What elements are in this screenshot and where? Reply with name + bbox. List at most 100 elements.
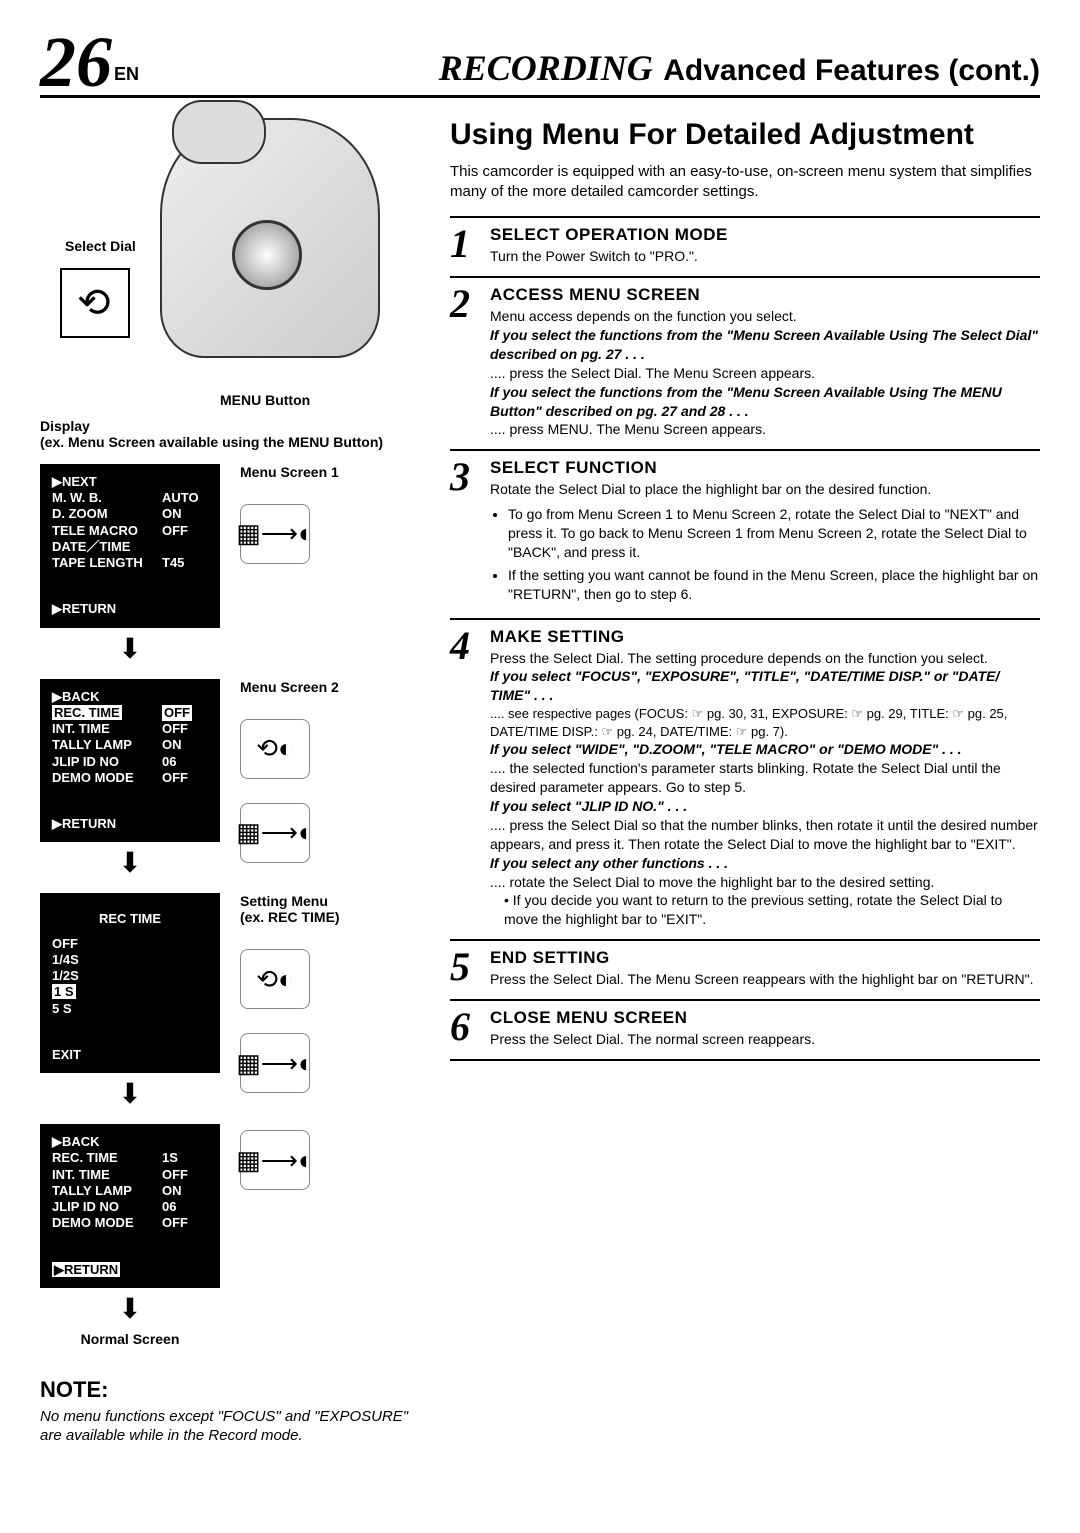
normal-screen-label: Normal Screen (40, 1331, 220, 1347)
step-3-b1: To go from Menu Screen 1 to Menu Screen … (508, 505, 1040, 562)
display-sublabel: (ex. Menu Screen available using the MEN… (40, 434, 420, 450)
menu-screen-1-row: ▶NEXT M. W. B.AUTO D. ZOOMON TELE MACROO… (40, 464, 420, 665)
menu2b-r4c0: DEMO MODE (52, 1215, 162, 1231)
menu1-r4c0: TAPE LENGTH (52, 555, 162, 571)
camcorder-illustration: Select Dial MENU Button (40, 118, 420, 408)
dial-press-icon: ▦⟶◐ (240, 504, 310, 564)
step-4-heading: MAKE SETTING (490, 626, 1040, 649)
section-title: Using Menu For Detailed Adjustment (450, 118, 1040, 152)
step-3-l1: Rotate the Select Dial to place the high… (490, 480, 1040, 499)
dial-press-icon: ▦⟶◐ (240, 803, 310, 863)
menu-screen-1: ▶NEXT M. W. B.AUTO D. ZOOMON TELE MACROO… (40, 464, 220, 628)
step-4-i2: If you select "WIDE", "D.ZOOM", "TELE MA… (490, 740, 1040, 759)
step-2: 2 ACCESS MENU SCREEN Menu access depends… (450, 276, 1040, 449)
menu1-r2c1: OFF (162, 523, 188, 539)
setting-i0: OFF (52, 936, 208, 952)
menu1-r4c1: T45 (162, 555, 184, 571)
page-header: 26 EN RECORDING Advanced Features (cont.… (40, 30, 1040, 98)
step-4-num: 4 (450, 626, 482, 930)
arrow-down-icon: ⬇ (40, 1077, 220, 1110)
menu2b-top: ▶BACK (52, 1134, 208, 1150)
menu2b-r2c1: ON (162, 1183, 182, 1199)
setting-i4: 5 S (52, 1001, 208, 1017)
step-2-l2: .... press the Select Dial. The Menu Scr… (490, 364, 1040, 383)
step-3-heading: SELECT FUNCTION (490, 457, 1040, 480)
step-6: 6 CLOSE MENU SCREEN Press the Select Dia… (450, 999, 1040, 1061)
setting-menu-label: Setting Menu (240, 893, 340, 909)
menu-screen-2b: ▶BACK REC. TIME1S INT. TIMEOFF TALLY LAM… (40, 1124, 220, 1288)
step-6-body: Press the Select Dial. The normal screen… (490, 1030, 1040, 1049)
dial-rotate-icon: ⟲◐ (240, 949, 310, 1009)
step-5-body: Press the Select Dial. The Menu Screen r… (490, 970, 1040, 989)
header-title: RECORDING Advanced Features (cont.) (139, 47, 1040, 89)
step-3-num: 3 (450, 457, 482, 607)
step-2-i1: If you select the functions from the "Me… (490, 326, 1040, 364)
menu2-hl1: OFF (162, 705, 192, 721)
setting-menu-row: REC TIME OFF 1/4S 1/2S 1 S 5 S EXIT ⬇ Se… (40, 893, 420, 1110)
dial-rotate-icon: ⟲◐ (240, 719, 310, 779)
setting-menu-screen: REC TIME OFF 1/4S 1/2S 1 S 5 S EXIT (40, 893, 220, 1073)
menu-screen-2: ▶BACK REC. TIMEOFF INT. TIMEOFF TALLY LA… (40, 679, 220, 843)
dial-press-icon: ▦⟶◐ (240, 1033, 310, 1093)
left-column: Select Dial MENU Button Display (ex. Men… (40, 118, 420, 1446)
step-2-l1: Menu access depends on the function you … (490, 307, 1040, 326)
menu2b-r3c1: 06 (162, 1199, 176, 1215)
step-1-num: 1 (450, 224, 482, 266)
step-4-sub: • If you decide you want to return to th… (504, 891, 1040, 929)
step-1: 1 SELECT OPERATION MODE Turn the Power S… (450, 216, 1040, 276)
menu1-return: ▶RETURN (52, 601, 208, 617)
camcorder-shape (160, 118, 380, 358)
step-4-i1: If you select "FOCUS", "EXPOSURE", "TITL… (490, 667, 1040, 705)
menu-screen-2-row: ▶BACK REC. TIMEOFF INT. TIMEOFF TALLY LA… (40, 679, 420, 880)
menu1-r3c0: DATE／TIME (52, 539, 162, 555)
menu2-r3c1: OFF (162, 770, 188, 786)
menu2-r3c0: DEMO MODE (52, 770, 162, 786)
step-6-num: 6 (450, 1007, 482, 1049)
intro-text: This camcorder is equipped with an easy-… (450, 162, 1040, 203)
note-heading: NOTE: (40, 1377, 420, 1403)
menu2-r1c1: ON (162, 737, 182, 753)
menu2-top: ▶BACK (52, 689, 208, 705)
page-number: 26 (40, 30, 112, 95)
step-2-l3: .... press MENU. The Menu Screen appears… (490, 420, 1040, 439)
menu-screen-2-label: Menu Screen 2 (240, 679, 339, 695)
step-2-num: 2 (450, 284, 482, 439)
step-1-body: Turn the Power Switch to "PRO.". (490, 247, 1040, 266)
menu2b-r0c0: REC. TIME (52, 1150, 162, 1166)
menu2b-r1c0: INT. TIME (52, 1167, 162, 1183)
step-4-l1: Press the Select Dial. The setting proce… (490, 649, 1040, 668)
menu-button-label: MENU Button (220, 392, 310, 408)
menu2b-r1c1: OFF (162, 1167, 188, 1183)
menu1-r1c1: ON (162, 506, 182, 522)
setting-title: REC TIME (52, 911, 208, 927)
arrow-down-icon: ⬇ (40, 632, 220, 665)
menu1-r2c0: TELE MACRO (52, 523, 162, 539)
step-3-b2: If the setting you want cannot be found … (508, 566, 1040, 604)
step-5: 5 END SETTING Press the Select Dial. The… (450, 939, 1040, 999)
setting-menu-sublabel: (ex. REC TIME) (240, 909, 340, 925)
menu2-return: ▶RETURN (52, 816, 208, 832)
setting-i1: 1/4S (52, 952, 208, 968)
menu2-r0c0: INT. TIME (52, 721, 162, 737)
menu2b-r3c0: JLIP ID NO (52, 1199, 162, 1215)
step-3: 3 SELECT FUNCTION Rotate the Select Dial… (450, 449, 1040, 617)
step-4: 4 MAKE SETTING Press the Select Dial. Th… (450, 618, 1040, 940)
header-advanced: Advanced Features (cont.) (663, 54, 1040, 87)
camcorder-lens (232, 220, 302, 290)
menu2b-r4c1: OFF (162, 1215, 188, 1231)
arrow-down-icon: ⬇ (40, 1292, 220, 1325)
header-recording: RECORDING (439, 48, 653, 88)
step-4-l4: .... rotate the Select Dial to move the … (490, 873, 1040, 892)
menu1-top: ▶NEXT (52, 474, 208, 490)
right-column: Using Menu For Detailed Adjustment This … (450, 118, 1040, 1446)
setting-i2: 1/2S (52, 968, 208, 984)
display-label: Display (40, 418, 420, 434)
select-dial-label: Select Dial (65, 238, 136, 254)
step-4-i3: If you select "JLIP ID NO." . . . (490, 797, 1040, 816)
menu-screen-1-label: Menu Screen 1 (240, 464, 339, 480)
step-1-heading: SELECT OPERATION MODE (490, 224, 1040, 247)
step-2-i2: If you select the functions from the "Me… (490, 383, 1040, 421)
step-4-l2: .... the selected function's parameter s… (490, 759, 1040, 797)
setting-i3: 1 S (52, 984, 76, 999)
menu2-r1c0: TALLY LAMP (52, 737, 162, 753)
